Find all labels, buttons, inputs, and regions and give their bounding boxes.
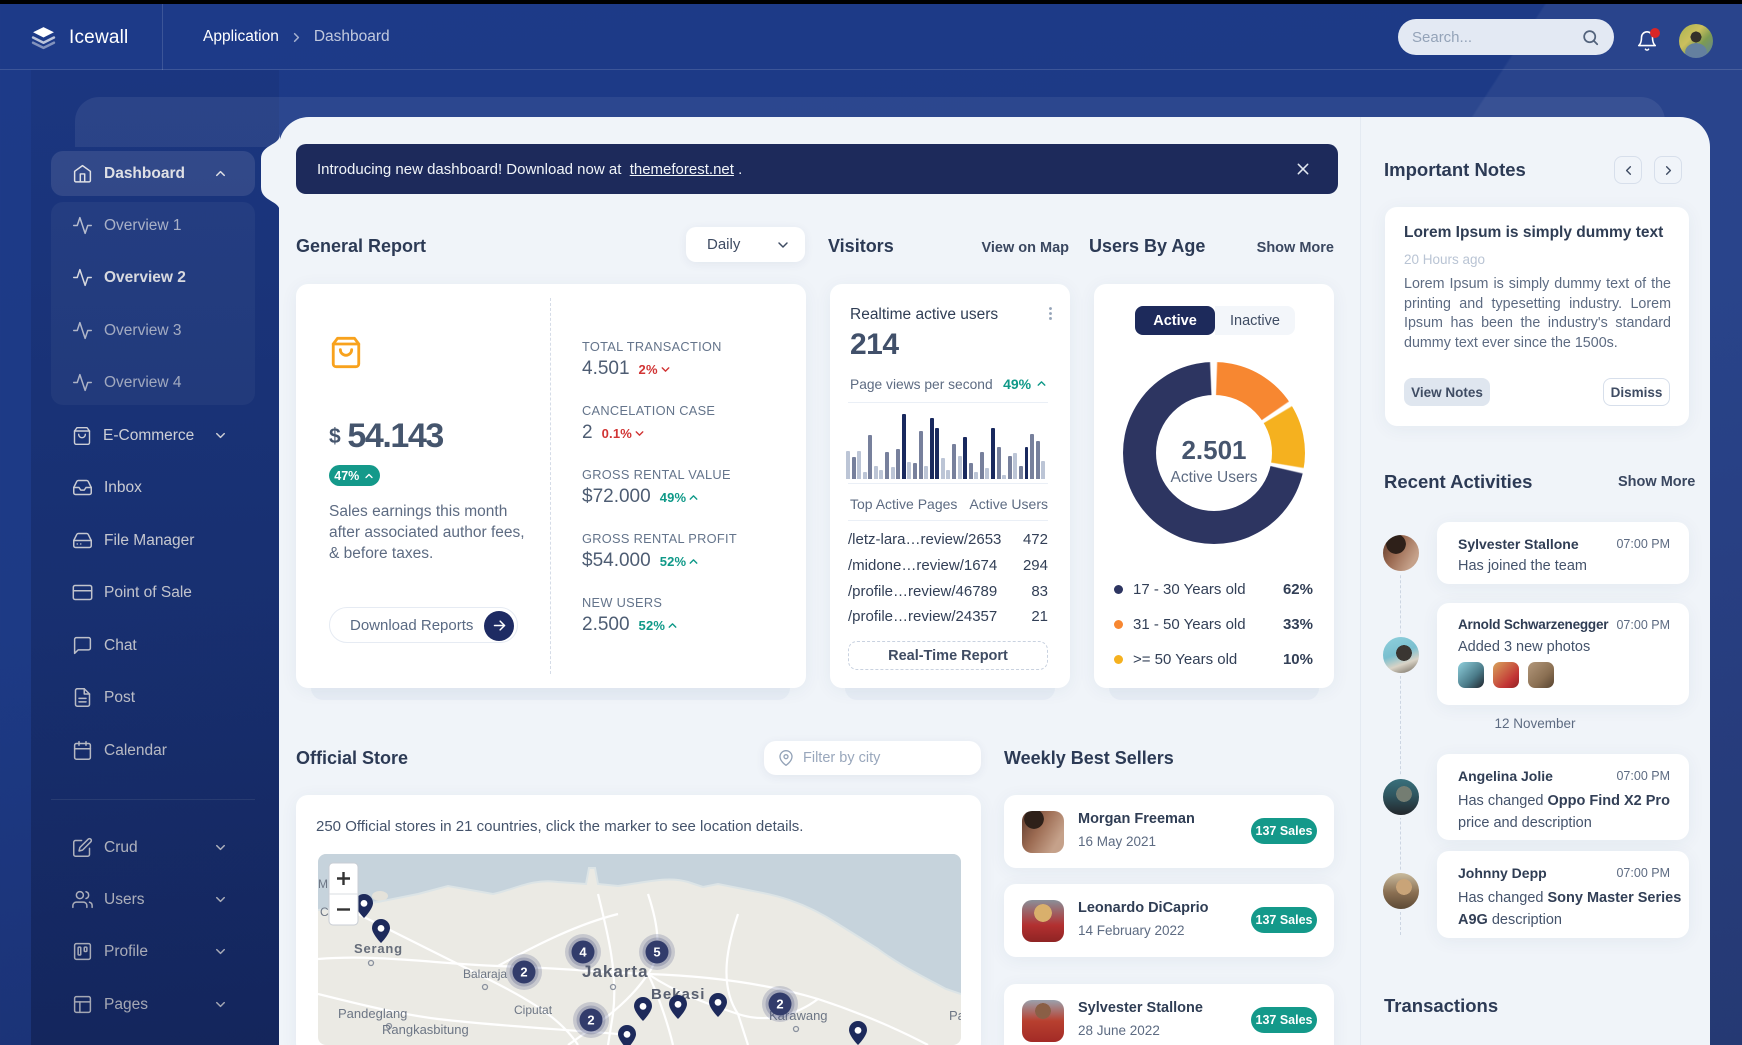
- svg-text:Serang: Serang: [354, 941, 403, 956]
- svg-text:Jakarta: Jakarta: [582, 962, 649, 981]
- svg-text:Rangkasbitung: Rangkasbitung: [382, 1022, 469, 1037]
- svg-text:5: 5: [653, 945, 660, 960]
- svg-text:Balaraja: Balaraja: [463, 967, 507, 981]
- svg-text:2: 2: [587, 1013, 594, 1028]
- svg-text:2: 2: [520, 965, 527, 980]
- svg-text:M: M: [318, 877, 328, 891]
- svg-text:Pa: Pa: [949, 1008, 961, 1023]
- svg-text:4: 4: [579, 945, 587, 960]
- svg-text:2: 2: [776, 997, 783, 1012]
- svg-text:C: C: [320, 905, 329, 919]
- svg-text:Pandeglang: Pandeglang: [338, 1006, 407, 1021]
- svg-text:Bekasi: Bekasi: [651, 986, 705, 1003]
- svg-text:Ciputat: Ciputat: [514, 1003, 553, 1017]
